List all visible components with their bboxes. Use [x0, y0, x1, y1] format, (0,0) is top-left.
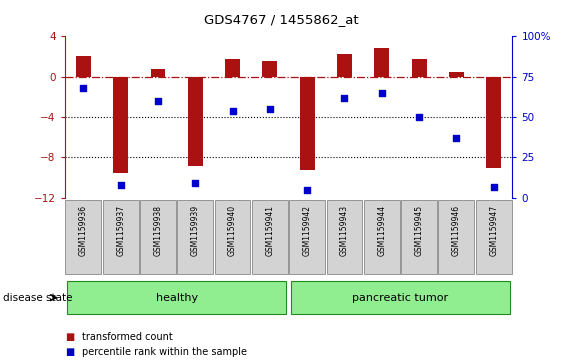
Text: GSM1159938: GSM1159938: [154, 205, 163, 256]
Text: ■: ■: [65, 332, 74, 342]
Bar: [65, 200, 101, 274]
Text: ■: ■: [65, 347, 74, 357]
Bar: [337, 54, 352, 77]
Text: GSM1159944: GSM1159944: [377, 205, 386, 256]
Bar: [103, 200, 138, 274]
Bar: [252, 200, 288, 274]
Bar: [67, 281, 287, 314]
Point: [191, 180, 200, 186]
Bar: [412, 58, 427, 77]
Text: GSM1159940: GSM1159940: [228, 205, 237, 256]
Bar: [113, 77, 128, 172]
Bar: [291, 281, 510, 314]
Text: GDS4767 / 1455862_at: GDS4767 / 1455862_at: [204, 13, 359, 26]
Bar: [401, 200, 437, 274]
Bar: [439, 200, 474, 274]
Point: [265, 106, 274, 112]
Bar: [76, 57, 91, 77]
Text: GSM1159945: GSM1159945: [414, 205, 423, 256]
Bar: [289, 200, 325, 274]
Point: [452, 135, 461, 141]
Text: transformed count: transformed count: [82, 332, 172, 342]
Text: GSM1159939: GSM1159939: [191, 205, 200, 256]
Point: [303, 187, 312, 193]
Bar: [374, 48, 389, 77]
Bar: [300, 77, 315, 170]
Text: healthy: healthy: [155, 293, 198, 303]
Point: [154, 98, 163, 104]
Bar: [486, 77, 501, 168]
Text: pancreatic tumor: pancreatic tumor: [352, 293, 449, 303]
Text: GSM1159943: GSM1159943: [340, 205, 349, 256]
Bar: [364, 200, 400, 274]
Bar: [140, 200, 176, 274]
Text: disease state: disease state: [3, 293, 72, 303]
Text: GSM1159946: GSM1159946: [452, 205, 461, 256]
Text: percentile rank within the sample: percentile rank within the sample: [82, 347, 247, 357]
Point: [228, 108, 237, 114]
Point: [489, 184, 498, 189]
Text: GSM1159937: GSM1159937: [116, 205, 125, 256]
Bar: [262, 61, 278, 77]
Point: [340, 95, 349, 101]
Bar: [177, 200, 213, 274]
Bar: [449, 72, 464, 77]
Bar: [215, 200, 251, 274]
Bar: [188, 77, 203, 166]
Text: GSM1159936: GSM1159936: [79, 205, 88, 256]
Point: [377, 90, 386, 96]
Bar: [476, 200, 512, 274]
Bar: [327, 200, 363, 274]
Point: [414, 114, 423, 120]
Text: GSM1159941: GSM1159941: [265, 205, 274, 256]
Point: [79, 85, 88, 91]
Bar: [225, 58, 240, 77]
Bar: [150, 69, 166, 77]
Text: GSM1159942: GSM1159942: [303, 205, 312, 256]
Point: [116, 182, 125, 188]
Text: GSM1159947: GSM1159947: [489, 205, 498, 256]
